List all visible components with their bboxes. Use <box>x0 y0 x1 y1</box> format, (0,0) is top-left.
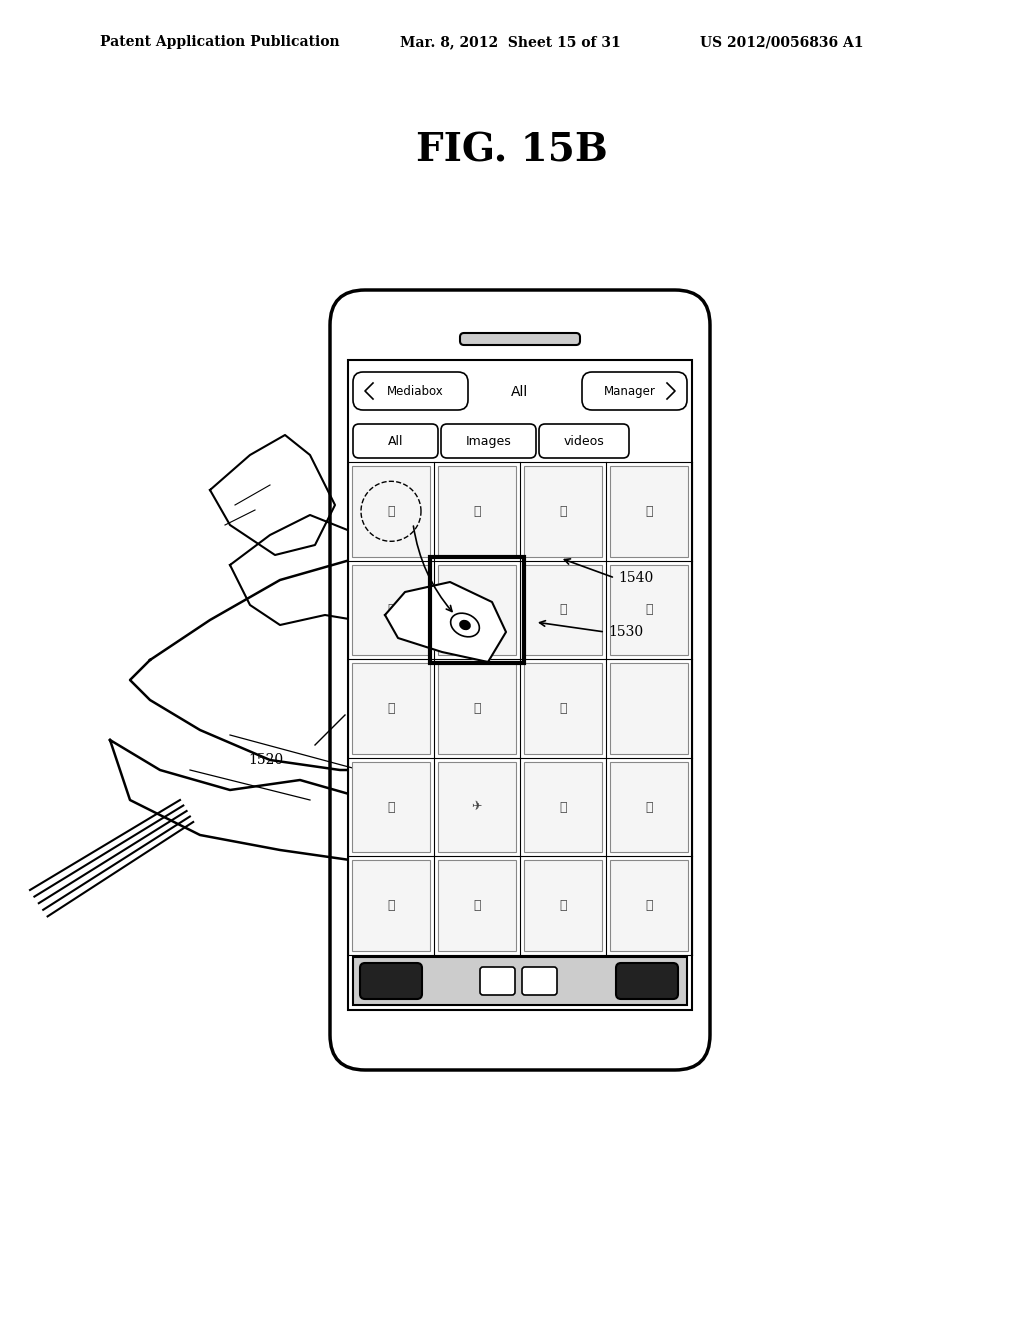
Text: 👩: 👩 <box>473 603 480 616</box>
Bar <box>524 466 602 557</box>
Bar <box>353 957 687 1005</box>
FancyBboxPatch shape <box>330 290 710 1071</box>
Polygon shape <box>210 436 335 554</box>
Text: 👫: 👫 <box>559 801 566 813</box>
Polygon shape <box>130 560 480 770</box>
Text: 👾: 👾 <box>645 801 652 813</box>
FancyBboxPatch shape <box>353 424 438 458</box>
Polygon shape <box>110 741 450 870</box>
Text: 1520: 1520 <box>248 752 283 767</box>
Bar <box>438 762 516 853</box>
Text: 👥: 👥 <box>387 504 394 517</box>
FancyBboxPatch shape <box>480 968 515 995</box>
Text: 👥: 👥 <box>559 603 566 616</box>
Text: 1530: 1530 <box>608 624 643 639</box>
Text: ✈: ✈ <box>472 801 482 813</box>
Text: 🐴: 🐴 <box>473 702 480 715</box>
Bar <box>348 360 692 1010</box>
Bar <box>524 861 602 950</box>
Bar <box>352 565 430 655</box>
Text: 🌸: 🌸 <box>387 603 394 616</box>
FancyBboxPatch shape <box>522 968 557 995</box>
Text: Patent Application Publication: Patent Application Publication <box>100 36 340 49</box>
Text: 🐎: 🐎 <box>645 504 652 517</box>
Bar <box>438 466 516 557</box>
Bar <box>352 762 430 853</box>
FancyBboxPatch shape <box>582 372 687 411</box>
Polygon shape <box>230 515 465 635</box>
Bar <box>352 861 430 950</box>
FancyBboxPatch shape <box>353 372 468 411</box>
Text: 👩: 👩 <box>473 504 480 517</box>
Bar <box>610 861 688 950</box>
Bar <box>610 663 688 754</box>
FancyBboxPatch shape <box>360 964 422 999</box>
Text: 🙍: 🙍 <box>559 702 566 715</box>
FancyBboxPatch shape <box>539 424 629 458</box>
Text: 🍎: 🍎 <box>387 899 394 912</box>
Text: 1540: 1540 <box>618 572 653 585</box>
FancyBboxPatch shape <box>616 964 678 999</box>
FancyBboxPatch shape <box>460 333 580 345</box>
Bar <box>524 663 602 754</box>
Bar <box>438 663 516 754</box>
Text: 👒: 👒 <box>645 603 652 616</box>
Text: All: All <box>388 434 403 447</box>
Text: 🏮: 🏮 <box>387 702 394 715</box>
Text: Mar. 8, 2012  Sheet 15 of 31: Mar. 8, 2012 Sheet 15 of 31 <box>400 36 621 49</box>
Text: 🏔: 🏔 <box>559 504 566 517</box>
Text: All: All <box>511 385 528 399</box>
Ellipse shape <box>459 620 471 630</box>
Text: Images: Images <box>466 434 511 447</box>
Text: Mediabox: Mediabox <box>387 384 443 397</box>
FancyBboxPatch shape <box>441 424 536 458</box>
Text: Manager: Manager <box>603 384 655 397</box>
Bar <box>524 565 602 655</box>
Text: 🦔: 🦔 <box>473 899 480 912</box>
Text: FIG. 15B: FIG. 15B <box>416 131 608 169</box>
Bar <box>352 466 430 557</box>
Bar <box>610 762 688 853</box>
Bar <box>610 466 688 557</box>
Bar <box>352 663 430 754</box>
Text: 🚲: 🚲 <box>387 801 394 813</box>
Bar <box>438 861 516 950</box>
Text: US 2012/0056836 A1: US 2012/0056836 A1 <box>700 36 863 49</box>
Bar <box>524 762 602 853</box>
Text: videos: videos <box>563 434 604 447</box>
Text: 🦁: 🦁 <box>559 899 566 912</box>
Ellipse shape <box>451 614 479 636</box>
Text: 🐲: 🐲 <box>645 899 652 912</box>
Bar <box>610 565 688 655</box>
Bar <box>430 557 524 663</box>
Polygon shape <box>385 582 506 663</box>
Bar <box>438 565 516 655</box>
